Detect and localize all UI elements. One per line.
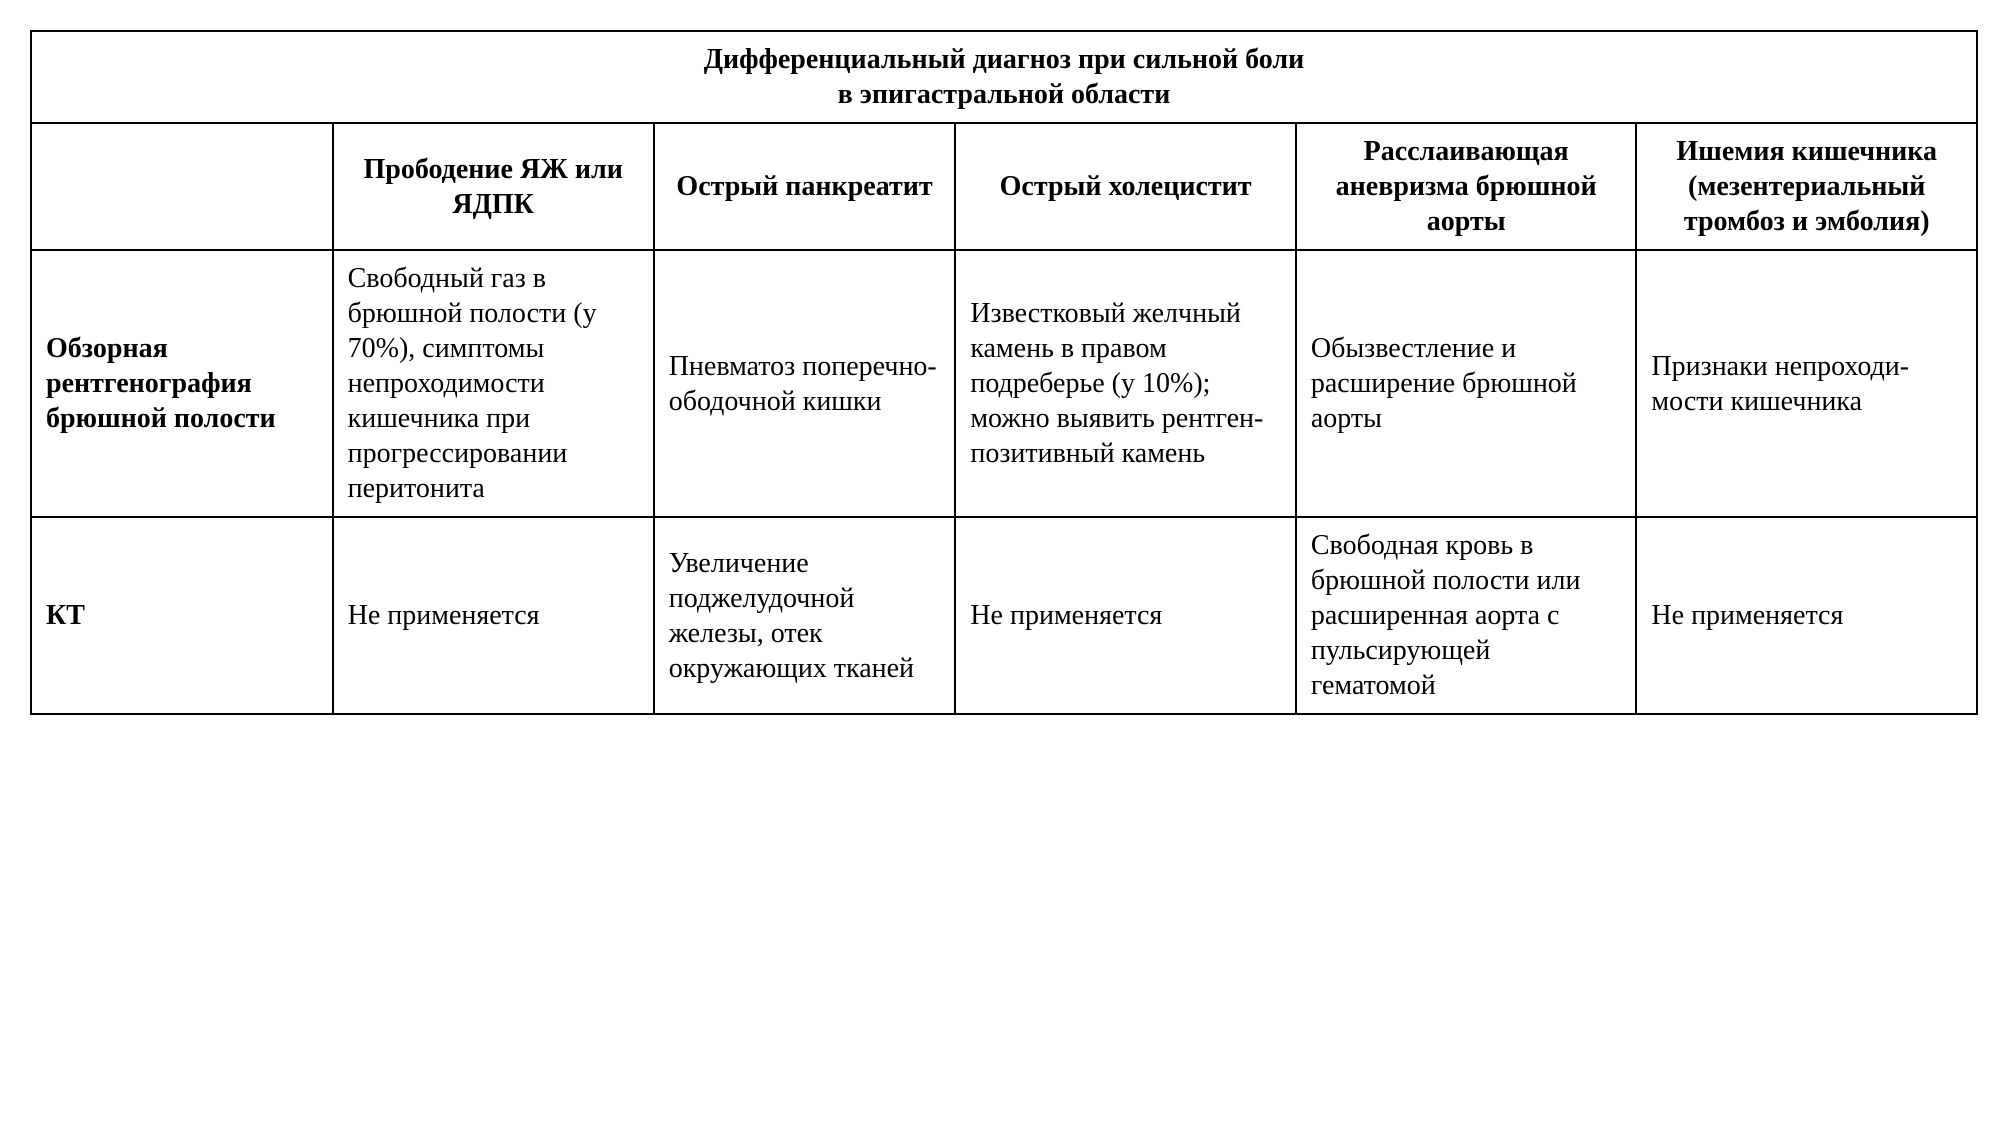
cell-0-3: Обызвестление и расширение брюшной аорты — [1296, 250, 1637, 517]
diagnosis-table: Дифференциальный диагноз при сильной бол… — [30, 30, 1978, 715]
header-empty — [31, 123, 333, 250]
cell-0-2: Известковый желчный камень в правом подр… — [955, 250, 1296, 517]
col-header-0: Прободение ЯЖ или ЯДПК — [333, 123, 654, 250]
col-header-1: Острый панкреатит — [654, 123, 956, 250]
cell-0-1: Пневматоз поперечно-ободочной кишки — [654, 250, 956, 517]
data-row-1: КТ Не применяется Увеличение поджелудочн… — [31, 517, 1977, 714]
col-header-3: Расслаивающая аневризма брюшной аорты — [1296, 123, 1637, 250]
cell-1-1: Увеличение поджелудочной железы, отек ок… — [654, 517, 956, 714]
table-title: Дифференциальный диагноз при сильной бол… — [31, 31, 1977, 123]
cell-1-0: Не применяется — [333, 517, 654, 714]
col-header-2: Острый холецистит — [955, 123, 1296, 250]
row-label-0: Обзорная рентгенография брюшной полости — [31, 250, 333, 517]
col-header-4: Ишемия кишечника (мезентериаль­ный тромб… — [1636, 123, 1977, 250]
cell-1-4: Не приме­няется — [1636, 517, 1977, 714]
header-row: Прободение ЯЖ или ЯДПК Острый панкреатит… — [31, 123, 1977, 250]
title-line-2: в эпигастральной области — [838, 79, 1171, 110]
cell-0-0: Свободный газ в брюшной полости (у 70%),… — [333, 250, 654, 517]
data-row-0: Обзорная рентгенография брюшной полости … — [31, 250, 1977, 517]
cell-1-3: Свободная кровь в брюшной полости или ра… — [1296, 517, 1637, 714]
row-label-1: КТ — [31, 517, 333, 714]
title-line-1: Дифференциальный диагноз при сильной бол… — [704, 44, 1305, 75]
cell-1-2: Не применяется — [955, 517, 1296, 714]
cell-0-4: Признаки непроходи­мости кишечника — [1636, 250, 1977, 517]
title-row: Дифференциальный диагноз при сильной бол… — [31, 31, 1977, 123]
